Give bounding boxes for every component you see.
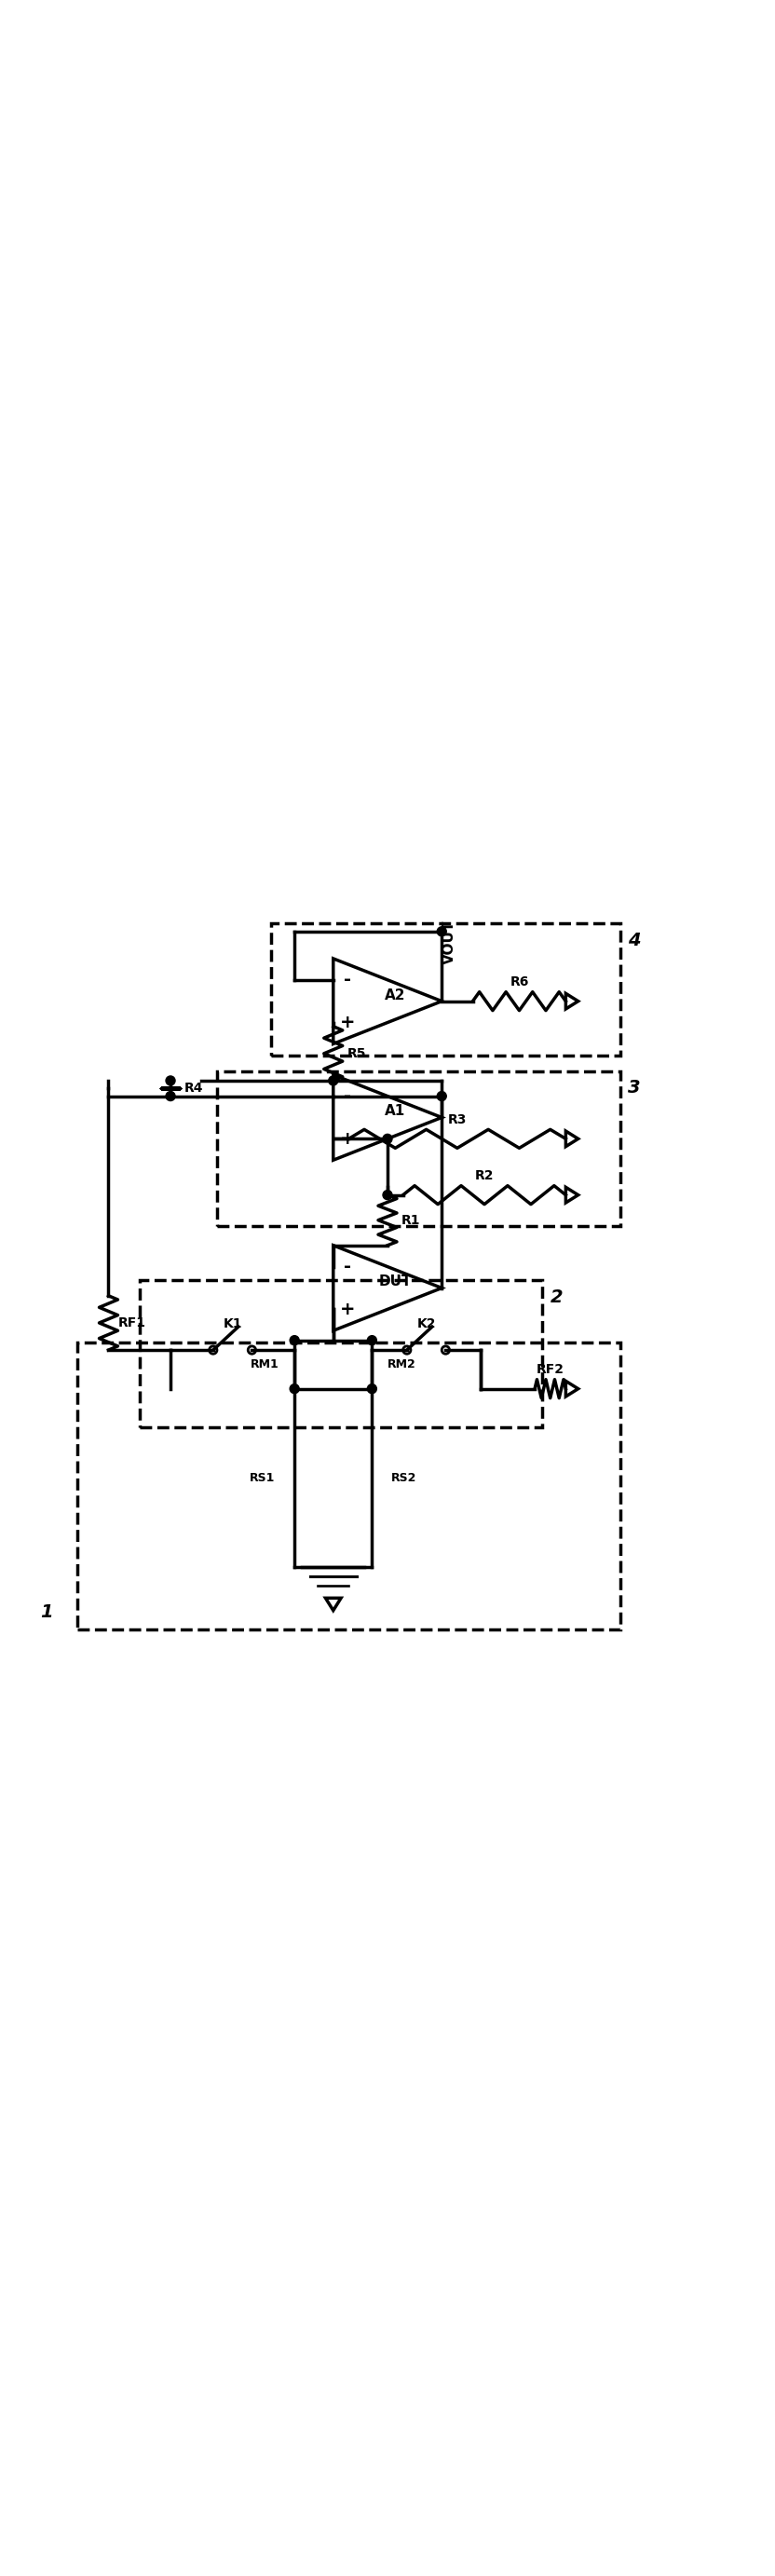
Text: 1: 1 bbox=[40, 1605, 53, 1620]
Text: R1: R1 bbox=[401, 1213, 420, 1226]
Circle shape bbox=[367, 1383, 377, 1394]
Text: R4: R4 bbox=[184, 1082, 203, 1095]
Circle shape bbox=[290, 1383, 299, 1394]
Circle shape bbox=[367, 1337, 377, 1345]
Circle shape bbox=[329, 1077, 338, 1084]
Circle shape bbox=[437, 927, 446, 935]
Circle shape bbox=[383, 1190, 392, 1200]
Text: R2: R2 bbox=[475, 1170, 494, 1182]
Text: RF2: RF2 bbox=[536, 1363, 564, 1376]
Text: R3: R3 bbox=[448, 1113, 467, 1126]
Text: RS2: RS2 bbox=[391, 1471, 417, 1484]
Text: -: - bbox=[343, 1257, 351, 1275]
Text: A2: A2 bbox=[384, 989, 406, 1002]
Text: +: + bbox=[339, 1131, 355, 1149]
Text: 2: 2 bbox=[550, 1288, 563, 1306]
Text: 4: 4 bbox=[628, 933, 640, 948]
Circle shape bbox=[166, 1092, 175, 1100]
Circle shape bbox=[290, 1337, 299, 1345]
Text: DUT: DUT bbox=[379, 1275, 412, 1288]
Text: RM1: RM1 bbox=[250, 1358, 279, 1370]
Text: -: - bbox=[343, 1087, 351, 1105]
Text: +: + bbox=[339, 1301, 355, 1319]
Circle shape bbox=[383, 1133, 392, 1144]
Text: R5: R5 bbox=[347, 1046, 366, 1061]
Text: +: + bbox=[339, 1015, 355, 1030]
Text: -: - bbox=[343, 971, 351, 989]
Text: VOUT: VOUT bbox=[443, 920, 456, 963]
Text: 3: 3 bbox=[628, 1079, 640, 1097]
Text: RF1: RF1 bbox=[118, 1316, 146, 1329]
Text: K2: K2 bbox=[417, 1316, 436, 1332]
Text: RM2: RM2 bbox=[388, 1358, 416, 1370]
Circle shape bbox=[437, 1092, 446, 1100]
Circle shape bbox=[166, 1077, 175, 1084]
Text: K1: K1 bbox=[223, 1316, 242, 1332]
Text: A1: A1 bbox=[385, 1105, 405, 1118]
Text: R6: R6 bbox=[510, 976, 529, 989]
Text: RS1: RS1 bbox=[250, 1471, 275, 1484]
